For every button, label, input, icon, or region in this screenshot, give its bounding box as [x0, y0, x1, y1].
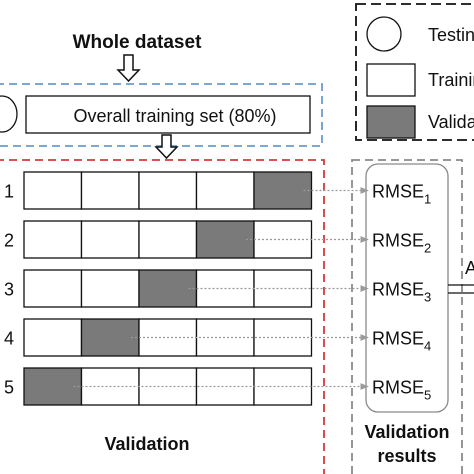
fold-number: 3 — [4, 280, 14, 300]
results-title-line1: Validation — [364, 422, 449, 442]
fold-row: 5 RMSE5 — [4, 367, 431, 406]
validation-fold-cell — [195, 220, 255, 259]
rmse-text: RMSE — [372, 280, 424, 300]
training-fold-cell — [23, 171, 83, 210]
training-fold-cell — [195, 318, 255, 357]
training-fold-cell — [80, 269, 140, 308]
fold-row: 3 RMSE3 — [4, 269, 431, 308]
validation-title: Validation — [104, 434, 189, 454]
training-fold-cell — [23, 318, 83, 357]
fold-number: 1 — [4, 182, 14, 202]
rmse-text: RMSE — [372, 231, 424, 251]
legend-testing-circle-icon — [366, 16, 402, 52]
validation-fold-cell — [80, 318, 140, 357]
validation-fold-cell — [253, 171, 313, 210]
down-arrow-2 — [154, 134, 179, 160]
rmse-label: RMSE2 — [372, 231, 431, 256]
rmse-subscript: 3 — [424, 290, 431, 305]
rmse-label: RMSE1 — [372, 182, 431, 207]
fold-number: 5 — [4, 378, 14, 398]
rmse-text: RMSE — [372, 378, 424, 398]
validation-fold-cell — [23, 367, 83, 406]
fold-row: 1 RMSE1 — [4, 171, 431, 210]
rmse-text: RMSE — [372, 182, 424, 202]
results-container — [351, 159, 463, 474]
validation-fold-cell — [138, 269, 198, 308]
rmse-text: RMSE — [372, 329, 424, 349]
legend-training-box-icon — [366, 63, 416, 97]
rmse-label: RMSE4 — [372, 329, 431, 354]
training-set-container — [0, 83, 323, 147]
fold-number: 2 — [4, 231, 14, 251]
legend-testing-label: Testing — [428, 25, 474, 45]
training-fold-cell — [195, 367, 255, 406]
training-fold-cell — [138, 367, 198, 406]
training-fold-cell — [23, 269, 83, 308]
legend-training-label: Training — [428, 70, 474, 90]
average-label: A — [465, 258, 474, 278]
overall-training-set-box — [25, 95, 311, 134]
testing-set-circle-icon — [0, 95, 18, 133]
diagram-title: Whole dataset — [73, 32, 202, 53]
training-fold-cell — [80, 220, 140, 259]
training-fold-cell — [138, 220, 198, 259]
fold-number: 4 — [4, 329, 14, 349]
legend-box — [355, 3, 474, 141]
training-fold-cell — [23, 220, 83, 259]
training-fold-cell — [253, 269, 313, 308]
rmse-subscript: 2 — [424, 241, 431, 256]
training-fold-cell — [80, 171, 140, 210]
legend-validation-label: Validation — [428, 112, 474, 132]
training-fold-cell — [253, 318, 313, 357]
fold-row: 2 RMSE2 — [4, 220, 431, 259]
training-fold-cell — [195, 171, 255, 210]
rmse-label: RMSE5 — [372, 378, 431, 403]
down-arrow-1 — [116, 54, 141, 83]
rmse-label: RMSE3 — [372, 280, 431, 305]
legend-validation-box-icon — [366, 105, 416, 139]
rmse-subscript: 5 — [424, 388, 431, 403]
rmse-subscript: 4 — [424, 339, 431, 354]
rmse-subscript: 1 — [424, 192, 431, 207]
validation-container — [0, 159, 325, 474]
average-connector — [448, 284, 474, 294]
training-fold-cell — [138, 171, 198, 210]
overall-training-set-label: Overall training set (80%) — [73, 106, 276, 126]
results-title-line2: results — [377, 446, 436, 466]
fold-row: 4 RMSE4 — [4, 318, 431, 357]
